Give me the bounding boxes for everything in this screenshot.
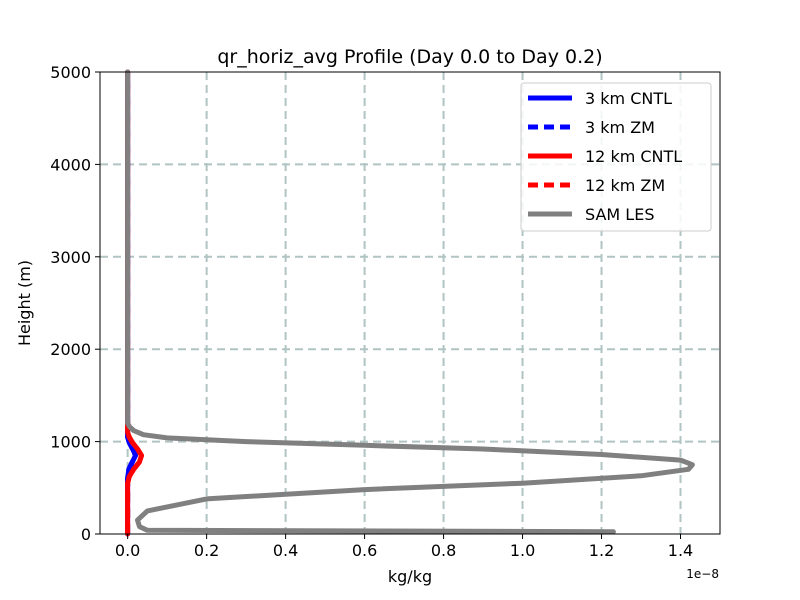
x-tick-label: 1.0 (510, 541, 535, 560)
legend-label-sam-les: SAM LES (585, 205, 654, 224)
plot-frame (99, 71, 721, 535)
legend-label-3-km-zm: 3 km ZM (585, 118, 655, 137)
x-tick-label: 0.2 (194, 541, 219, 560)
y-tick-label: 4000 (50, 155, 91, 174)
y-tick-label: 1000 (50, 433, 91, 452)
y-tick-label: 5000 (50, 63, 91, 82)
y-axis-label: Height (m) (15, 260, 34, 346)
x-axis-ticks: 0.0 0.2 0.4 0.6 0.8 1.0 1.2 1.4 (115, 534, 693, 560)
legend-label-3-km-cntl: 3 km CNTL (585, 89, 672, 108)
x-tick-label: 1.4 (668, 541, 693, 560)
y-tick-label: 3000 (50, 248, 91, 267)
series-lines (125, 69, 695, 537)
x-tick-label: 0.4 (273, 541, 298, 560)
x-tick-label: 0.8 (431, 541, 456, 560)
x-axis-label: kg/kg (388, 567, 432, 586)
legend: 3 km CNTL 3 km ZM 12 km CNTL 12 km ZM SAM LE… (520, 82, 712, 232)
x-tick-label: 0.0 (115, 541, 140, 560)
y-axis-ticks: 0 1000 2000 3000 4000 5000 (50, 63, 100, 544)
x-tick-label: 0.6 (352, 541, 377, 560)
chart-title: qr_horiz_avg Profile (Day 0.0 to Day 0.2… (217, 46, 602, 68)
x-tick-label: 1.2 (589, 541, 614, 560)
legend-box (520, 82, 712, 232)
x-axis-offset-label: 1e−8 (686, 567, 719, 581)
legend-label-12-km-zm: 12 km ZM (585, 176, 665, 195)
y-tick-label: 2000 (50, 340, 91, 359)
series-line-12-km-zm (125, 72, 144, 534)
legend-label-12-km-cntl: 12 km CNTL (585, 147, 682, 166)
y-tick-label: 0 (81, 525, 91, 544)
series-line-sam-les (125, 69, 695, 535)
